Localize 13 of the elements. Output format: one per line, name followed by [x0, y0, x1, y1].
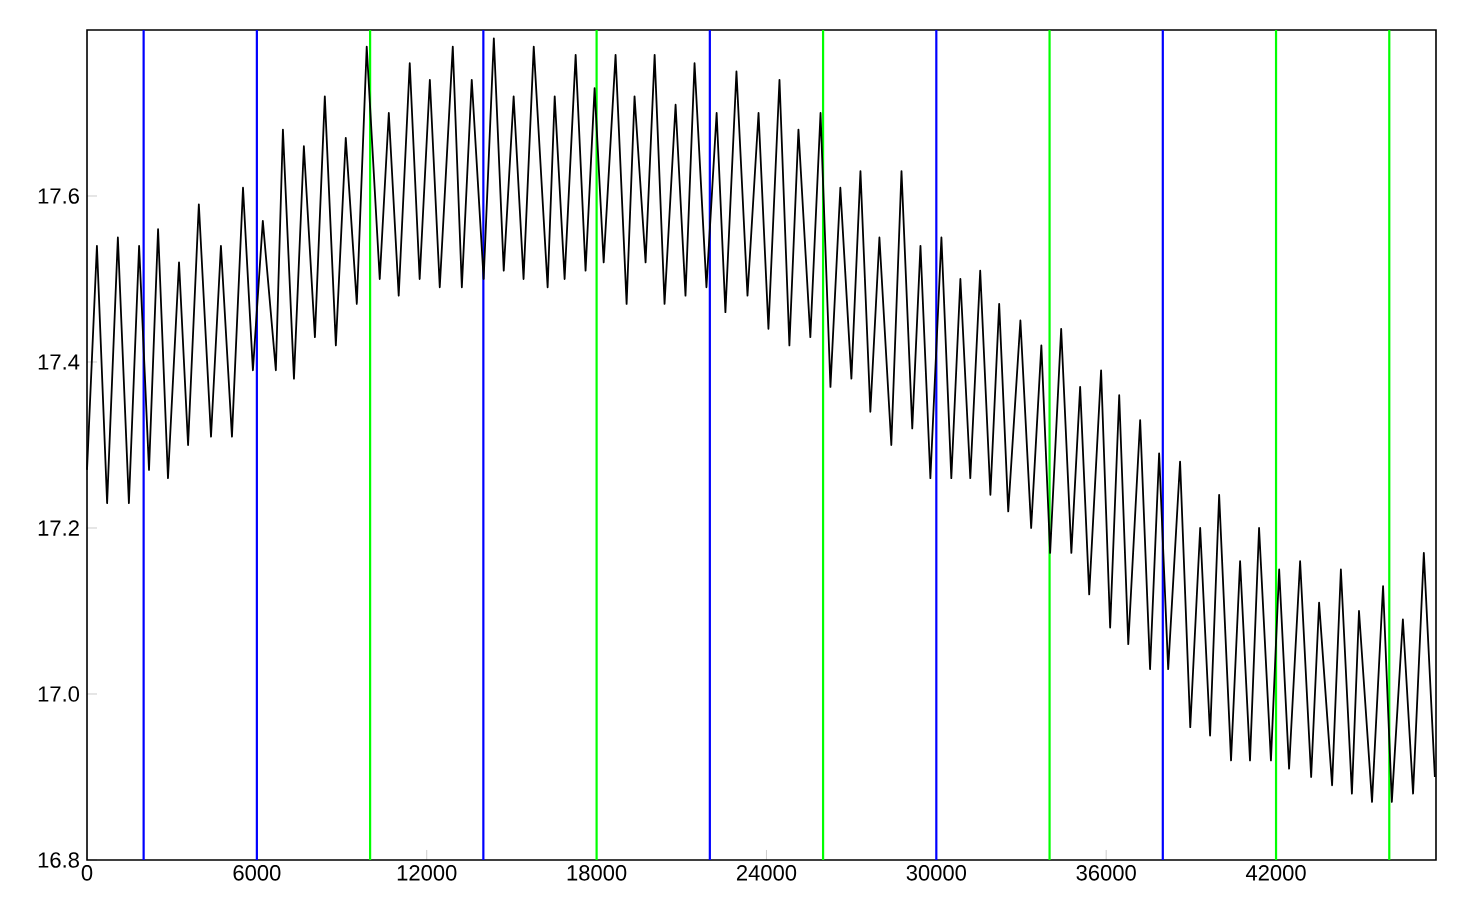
x-tick-label: 36000 [1076, 865, 1136, 881]
y-tick-label: 17.2 [38, 520, 79, 536]
x-tick-label: 24000 [736, 865, 797, 881]
y-tick-label: 17.4 [38, 354, 80, 370]
y-tick-label: 16.8 [38, 852, 79, 868]
x-tick-label: 0 [81, 865, 93, 881]
y-tick-label: 17.6 [38, 188, 79, 204]
x-tick-label: 42000 [1245, 865, 1306, 881]
x-tick-label: 12000 [397, 865, 457, 881]
x-tick-label: 18000 [567, 865, 627, 881]
x-tick-label: 30000 [906, 865, 967, 881]
y-tick-label: 17.0 [38, 686, 80, 702]
x-tick-label: 6000 [233, 865, 281, 881]
